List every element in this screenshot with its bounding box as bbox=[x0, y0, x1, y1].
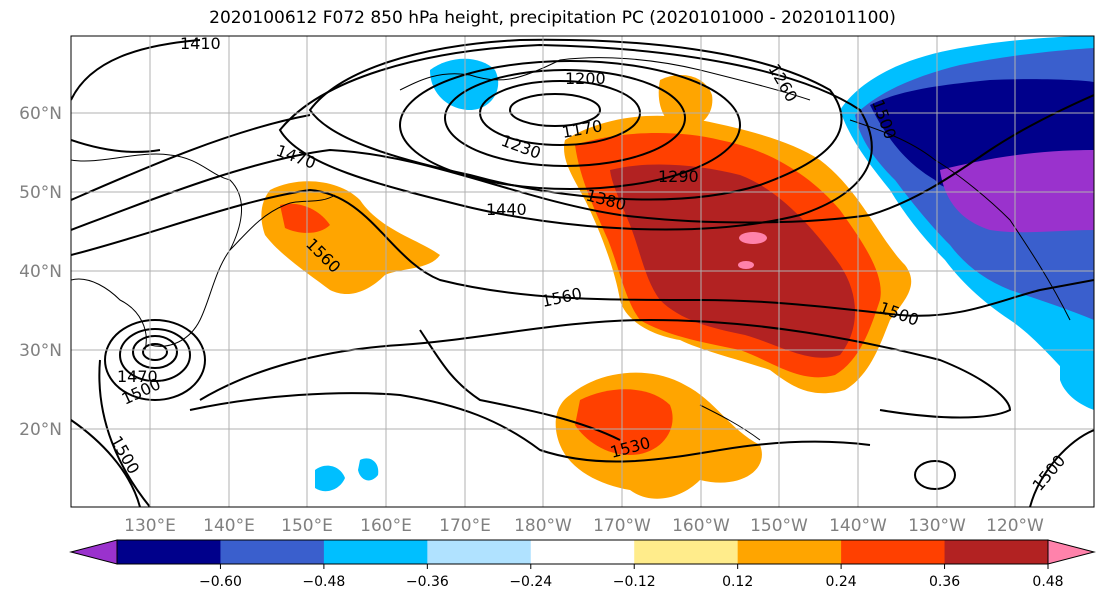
lon-label: 170°W bbox=[593, 516, 651, 536]
colorbar-cell bbox=[841, 540, 946, 564]
precip-negative-shading bbox=[315, 36, 1094, 492]
colorbar-label: −0.36 bbox=[406, 574, 449, 590]
lon-label: 150°E bbox=[281, 516, 333, 536]
colorbar-label: 0.48 bbox=[1032, 574, 1063, 590]
colorbar-arrow-right-outline bbox=[1047, 539, 1096, 565]
colorbar-label: 0.24 bbox=[826, 574, 857, 590]
contour-label: 1470 bbox=[117, 367, 158, 386]
colorbar-cell bbox=[737, 540, 842, 564]
contour-label: 1290 bbox=[658, 167, 699, 186]
colorbar-arrow-left-outline bbox=[69, 539, 118, 565]
colorbar-cell bbox=[117, 540, 221, 564]
map-frame bbox=[70, 35, 1095, 508]
colorbar-arrow-right bbox=[1048, 540, 1094, 564]
colorbar-label: 0.36 bbox=[929, 574, 960, 590]
precip-positive-shading bbox=[261, 75, 912, 499]
colorbar-label: 0.12 bbox=[722, 574, 753, 590]
gridlines bbox=[71, 36, 1094, 507]
contour-label: 1200 bbox=[565, 69, 606, 88]
colorbar-label: −0.60 bbox=[199, 574, 242, 590]
contour-label: 1410 bbox=[180, 34, 221, 53]
colorbar-label: −0.12 bbox=[613, 574, 656, 590]
lon-label: 160°E bbox=[360, 516, 412, 536]
colorbar: −0.60 −0.48 −0.36 −0.24 −0.12 0.12 0.24 0.36 0.4… bbox=[69, 539, 1096, 590]
lon-label: 120°W bbox=[986, 516, 1044, 536]
longitude-labels: 130°E 140°E 150°E 160°E 170°E 180°W 170°… bbox=[124, 516, 1044, 536]
lat-label: 40°N bbox=[19, 262, 62, 282]
lon-label: 160°W bbox=[672, 516, 730, 536]
colorbar-cell bbox=[634, 540, 739, 564]
map-title: 2020100612 F072 850 hPa height, precipit… bbox=[209, 8, 896, 28]
lon-label: 180°W bbox=[514, 516, 572, 536]
colorbar-label: −0.48 bbox=[302, 574, 345, 590]
height-contours bbox=[71, 38, 1094, 507]
lat-label: 30°N bbox=[19, 341, 62, 361]
contour-label: 1440 bbox=[486, 200, 527, 219]
lon-label: 170°E bbox=[439, 516, 491, 536]
lon-label: 140°W bbox=[829, 516, 887, 536]
lon-label: 140°E bbox=[203, 516, 255, 536]
latitude-labels: 60°N 50°N 40°N 30°N 20°N bbox=[19, 104, 62, 440]
colorbar-cell bbox=[944, 540, 1049, 564]
colorbar-cell bbox=[427, 540, 532, 564]
lon-label: 150°W bbox=[750, 516, 808, 536]
colorbar-cell bbox=[323, 540, 428, 564]
lon-label: 130°E bbox=[124, 516, 176, 536]
colorbar-cell bbox=[530, 540, 635, 564]
lat-label: 20°N bbox=[19, 420, 62, 440]
lon-label: 130°W bbox=[908, 516, 966, 536]
lat-label: 60°N bbox=[19, 104, 62, 124]
colorbar-cell bbox=[220, 540, 325, 564]
colorbar-arrow-left bbox=[71, 540, 117, 564]
colorbar-label: −0.24 bbox=[509, 574, 552, 590]
lat-label: 50°N bbox=[19, 183, 62, 203]
